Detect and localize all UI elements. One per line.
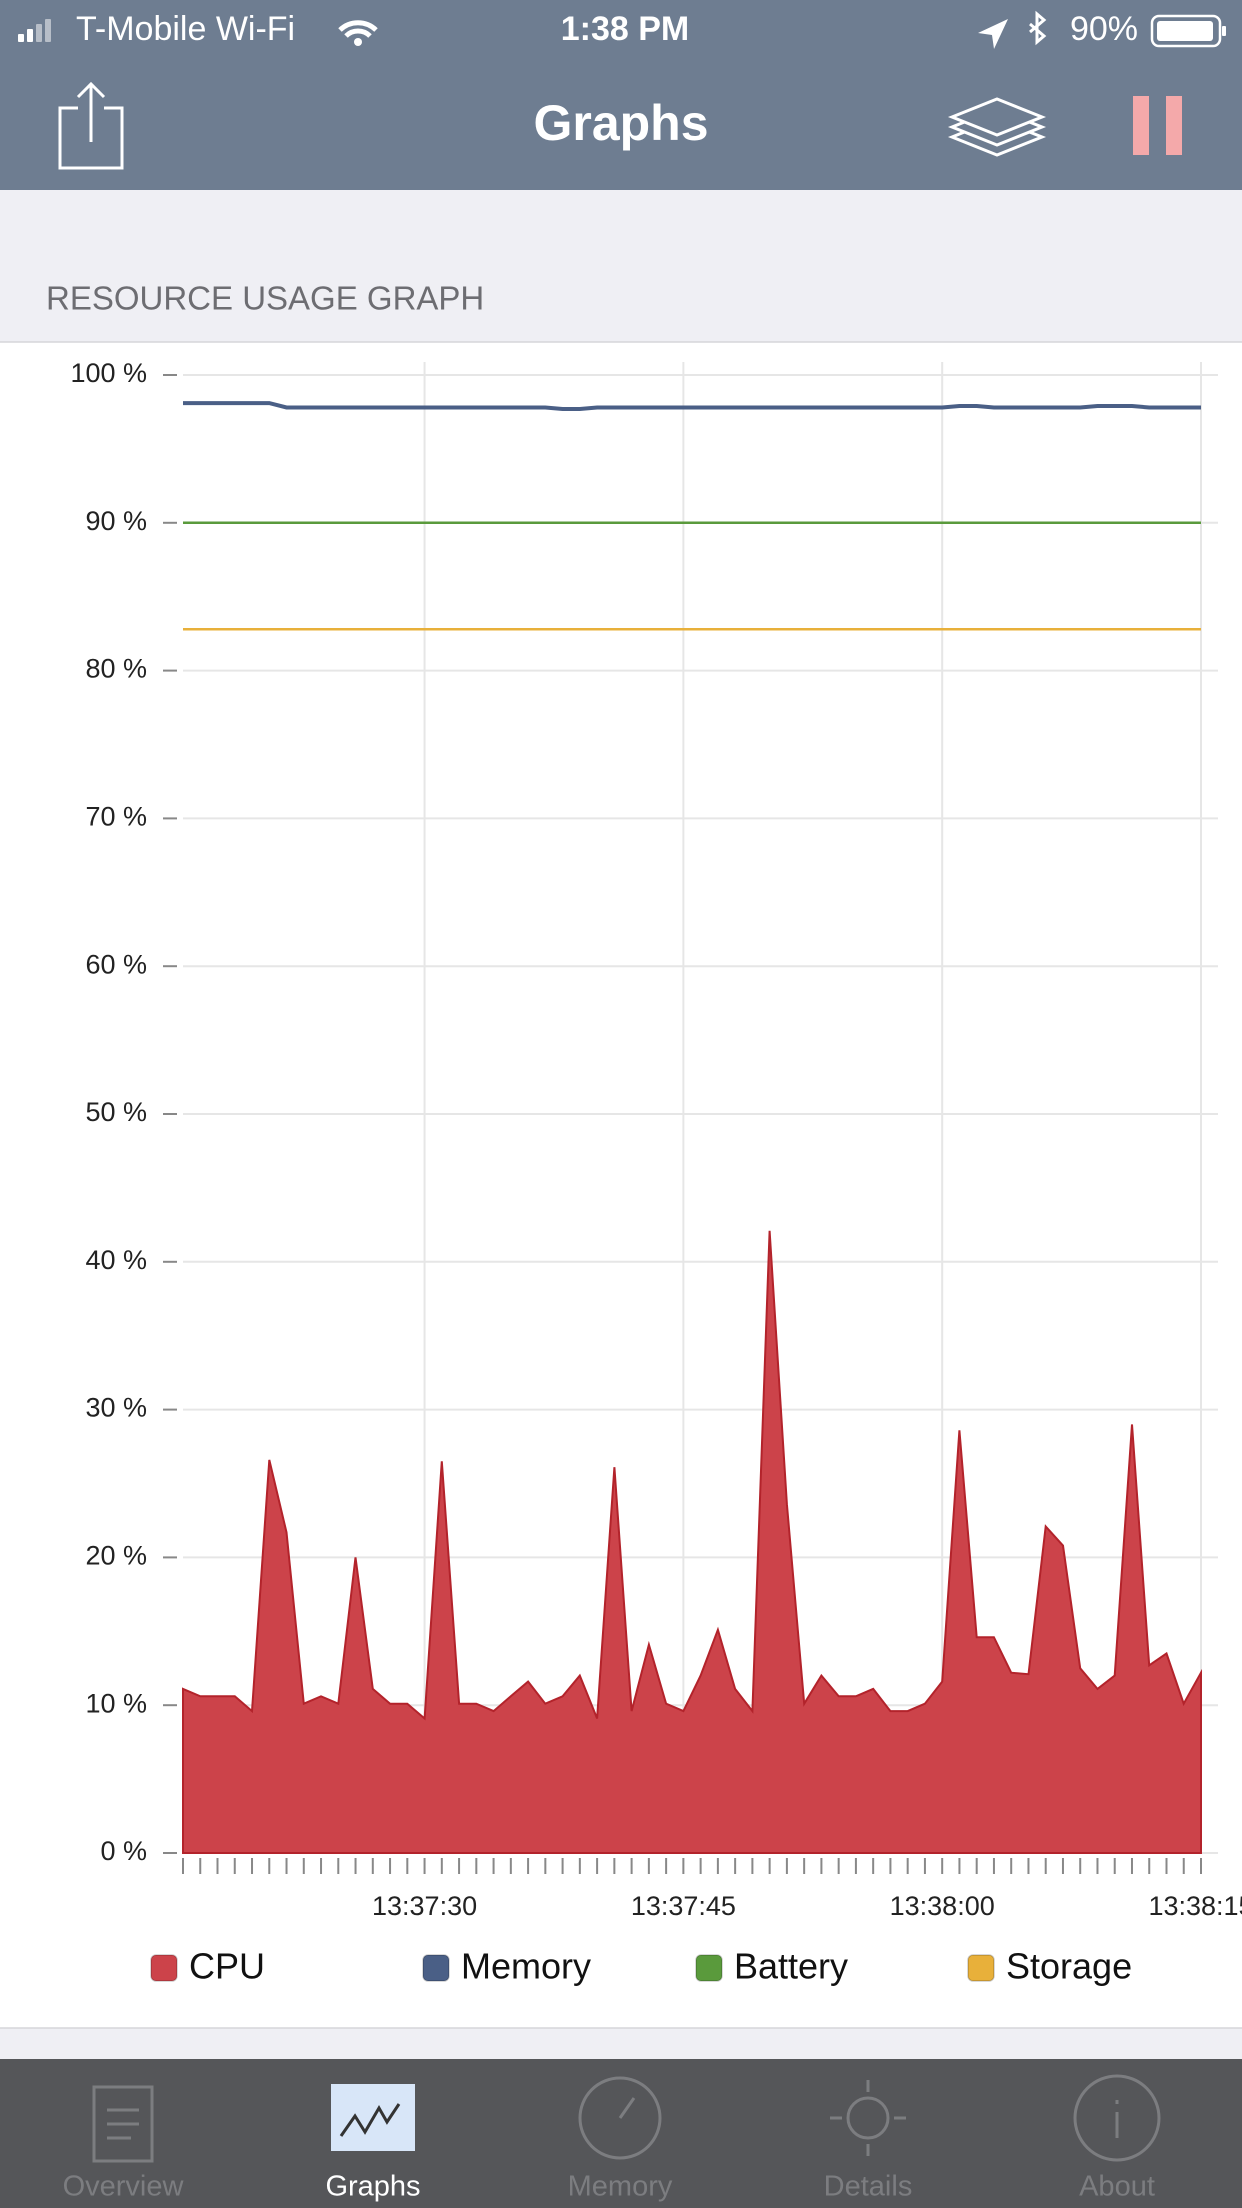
clock: 1:38 PM — [561, 10, 690, 48]
tab-icon — [92, 2085, 154, 2163]
y-tick-label: 60 % — [85, 949, 147, 979]
line — [183, 401, 1201, 411]
chart: 0 % 10 % 20 % 30 % 40 % 50 % 60 % 70 % 80 % 90 % 1… — [70, 358, 1242, 1986]
tab-icon-shape — [578, 2076, 662, 2160]
battery-level — [1157, 21, 1213, 41]
tab-icon-shape — [830, 2080, 906, 2156]
layers-button[interactable] — [947, 97, 1047, 157]
area — [182, 1230, 1202, 1854]
legend-label: CPU — [189, 1946, 265, 1987]
battery-tip — [1222, 26, 1226, 36]
tab-label[interactable]: Overview — [63, 2171, 185, 2203]
tab-bar — [0, 2059, 1242, 2208]
x-tick-label: 13:37:45 — [631, 1891, 736, 1921]
tab-icon-shape — [339, 2103, 401, 2137]
y-tick-label: 10 % — [85, 1688, 147, 1718]
y-tick-label: 40 % — [85, 1245, 147, 1275]
bluetooth-icon — [1029, 10, 1047, 46]
signal-icon — [18, 19, 51, 42]
y-tick-label: 30 % — [85, 1393, 147, 1423]
tab-icon-shape — [92, 2085, 154, 2163]
nav-title: Graphs — [533, 95, 708, 151]
section-title: RESOURCE USAGE GRAPH — [46, 280, 484, 317]
tab-icon — [830, 2080, 906, 2156]
x-tick-label: 13:38:15 — [1148, 1891, 1242, 1921]
share-button[interactable] — [58, 81, 124, 170]
y-tick-label: 20 % — [85, 1541, 147, 1571]
y-tick-label: 90 % — [85, 506, 147, 536]
y-tick-label: 50 % — [85, 1097, 147, 1127]
tab-icon — [578, 2076, 662, 2160]
wifi-icon — [338, 20, 378, 38]
tab-label[interactable]: Details — [824, 2171, 913, 2203]
pause-button[interactable] — [1133, 96, 1182, 155]
legend-swatch — [150, 1954, 178, 1982]
legend-label: Storage — [1006, 1946, 1132, 1987]
x-tick-label: 13:37:30 — [372, 1891, 477, 1921]
x-tick-label: 13:38:00 — [890, 1891, 995, 1921]
tab-label[interactable]: Graphs — [325, 2171, 420, 2203]
legend-swatch — [967, 1954, 995, 1982]
location-icon — [978, 19, 1008, 49]
y-tick-label: 80 % — [85, 654, 147, 684]
legend-swatch — [695, 1954, 723, 1982]
y-tick-label: 100 % — [70, 358, 147, 388]
tab-label[interactable]: About — [1079, 2171, 1155, 2203]
battery-percent: 90% — [1070, 10, 1138, 48]
battery-icon — [1150, 14, 1222, 48]
wifi-dot — [354, 38, 362, 46]
tabs: Overview Graphs Memory Details About — [63, 2074, 1161, 2203]
carrier: T-Mobile Wi-Fi — [76, 10, 295, 48]
tab-icon-shape — [1073, 2074, 1161, 2162]
legend-swatch — [422, 1954, 450, 1982]
nav-background — [0, 0, 1242, 190]
legend-label: Battery — [734, 1946, 848, 1987]
tab-icon — [1073, 2074, 1161, 2162]
tab-icon — [339, 2103, 401, 2137]
tab-label[interactable]: Memory — [568, 2171, 673, 2203]
y-tick-label: 70 % — [85, 802, 147, 832]
y-tick-label: 0 % — [100, 1836, 147, 1866]
legend-label: Memory — [461, 1946, 591, 1987]
